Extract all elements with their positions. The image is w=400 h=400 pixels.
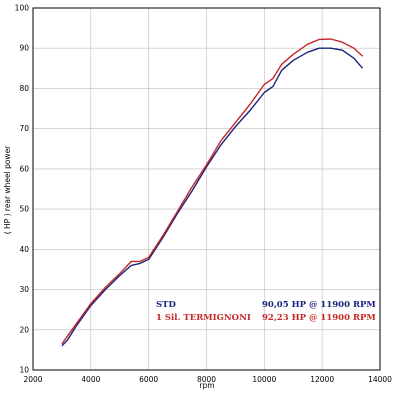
- y-tick-label: 60: [19, 164, 29, 173]
- series-line-1: [61, 47, 364, 347]
- x-tick-label: 14000: [368, 375, 392, 384]
- y-tick-label: 80: [19, 84, 29, 93]
- legend-series-2-name: 1 Sil. TERMIGNONI: [156, 313, 251, 323]
- y-axis-ticks: 10 20 30 40 50 60 70 80 90 100: [15, 4, 30, 375]
- y-tick-label: 90: [19, 44, 29, 53]
- y-tick-label: 50: [19, 205, 29, 214]
- y-tick-label: 40: [19, 245, 29, 254]
- legend-series-1-name: STD: [156, 300, 176, 310]
- x-tick-label: 12000: [310, 375, 334, 384]
- y-tick-label: 70: [19, 124, 29, 133]
- y-tick-label: 100: [15, 4, 30, 13]
- legend-series-2-summary: 92,23 HP @ 11900 RPM: [262, 313, 376, 323]
- series-line-2: [61, 38, 364, 345]
- x-tick-label: 2000: [23, 375, 42, 384]
- x-tick-label: 8000: [197, 375, 216, 384]
- legend-series-1-summary: 90,05 HP @ 11900 RPM: [262, 300, 376, 310]
- x-axis-ticks: 2000 4000 6000 8000 10000 12000 14000: [23, 375, 392, 384]
- x-tick-label: 10000: [252, 375, 276, 384]
- y-axis-title: ( HP ) rear wheel power: [3, 145, 12, 234]
- series-lines: [61, 38, 364, 347]
- legend: STD 90,05 HP @ 11900 RPM 1 Sil. TERMIGNO…: [156, 300, 376, 323]
- x-tick-label: 4000: [81, 375, 100, 384]
- x-axis-title: rpm: [199, 381, 214, 390]
- y-tick-label: 10: [19, 366, 29, 375]
- plot-frame: [32, 7, 381, 371]
- y-tick-label: 30: [19, 285, 29, 294]
- y-tick-label: 20: [19, 325, 29, 334]
- x-tick-label: 6000: [139, 375, 158, 384]
